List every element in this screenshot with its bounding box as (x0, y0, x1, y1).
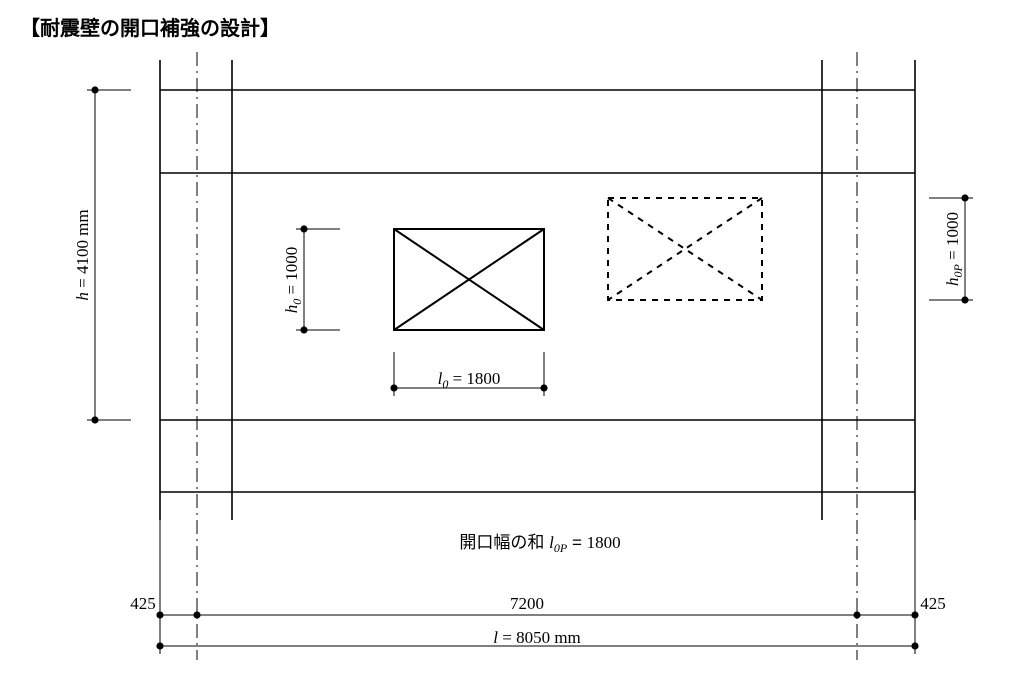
svg-text:h = 4100 mm: h = 4100 mm (73, 209, 92, 300)
page-title: 【耐震壁の開口補強の設計】 (20, 16, 280, 40)
dim-dot (156, 611, 163, 618)
dim-425L-label: 425 (130, 594, 156, 613)
dim-h0-label: h0 = 1000 (282, 247, 304, 314)
dim-7200-label: 7200 (510, 594, 544, 613)
diagram-canvas: 【耐震壁の開口補強の設計】 h = 4100 mm h0 = 1000 h0P = 1… (0, 0, 1024, 679)
dim-l0-label: l0 = 1800 (438, 369, 501, 391)
svg-text:h0 = 1000: h0 = 1000 (282, 247, 304, 314)
dim-dot (193, 611, 200, 618)
dim-h0p-label: h0P = 1000 (943, 212, 965, 286)
dim-l0p-label: 開口幅の和 l0P = 1800 (459, 533, 620, 555)
dim-h-label: h = 4100 mm (73, 209, 92, 300)
dim-425R-label: 425 (920, 594, 946, 613)
dim-dot (853, 611, 860, 618)
svg-text:h0P = 1000: h0P = 1000 (943, 212, 965, 286)
dim-dot (911, 611, 918, 618)
dim-l-label: l = 8050 mm (493, 628, 581, 647)
